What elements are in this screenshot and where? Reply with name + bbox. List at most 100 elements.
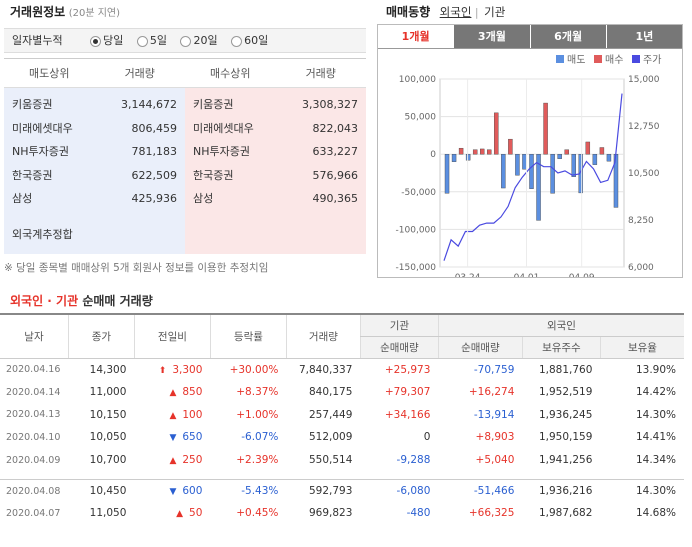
list-item: 미래에셋대우 822,043 [193, 121, 358, 135]
list-item: 삼성 425,936 [12, 192, 177, 205]
estimate-note: ※ 당일 종목별 매매상위 5개 회원사 정보를 이용한 추정치임 [4, 262, 269, 274]
cell-for-ratio: 14.42% [635, 386, 676, 399]
price-line [443, 93, 623, 261]
y-left-tick: 0 [430, 150, 436, 160]
option-today[interactable]: 당일 [90, 34, 123, 47]
x-tick: 04.01 [514, 273, 540, 277]
y-left-tick: -50,000 [401, 188, 436, 198]
radio-icon[interactable] [231, 35, 243, 47]
cell-for-hold: 1,950,159 [538, 431, 593, 444]
cell-close: 10,450 [89, 485, 127, 498]
legend-label: 매수 [605, 54, 623, 66]
header-for-hold: 보유주수 [521, 336, 601, 359]
cell-inst-net: 0 [423, 431, 431, 444]
cell-rate: +1.00% [236, 408, 279, 421]
cell-for-ratio: 14.34% [635, 454, 676, 467]
legend-swatch [556, 55, 564, 63]
option-20day[interactable]: 20일 [180, 34, 218, 47]
cell-for-hold: 1,881,760 [538, 363, 593, 376]
broker-table: 매도상위 거래량 매수상위 거래량 키움증권 3,144,672 미래에셋대우 80… [4, 58, 366, 254]
cell-volume: 512,009 [308, 431, 353, 444]
cell-for-hold: 1,952,519 [538, 386, 593, 399]
chart-bar [444, 153, 450, 194]
chart-bar [599, 147, 605, 155]
cell-change: ⬆ 3,300 [158, 363, 203, 376]
tab-1month[interactable]: 1개월 [378, 25, 454, 48]
foreign-estimate-label: 외국계추정합 [12, 227, 73, 241]
tab-1year[interactable]: 1년 [605, 25, 682, 48]
table-row: 2020.04.09 10,700 ▲ 250 +2.39% 550,514 -9,288 +… [0, 449, 684, 472]
x-tick: 04.09 [569, 273, 595, 277]
table-row: 2020.04.14 11,000 ▲ 850 +8.37% 840,175 +79,307… [0, 381, 684, 404]
radio-icon[interactable] [136, 35, 148, 47]
arrow-up-icon: ▲ [169, 456, 177, 467]
period-tabs: 1개월 3개월 6개월 1년 [378, 25, 682, 49]
tab-institution[interactable]: 기관 [484, 5, 506, 19]
header-change: 전일비 [133, 313, 211, 359]
cell-for-hold: 1,987,682 [538, 507, 593, 520]
buy-column: 키움증권 3,308,327 미래에셋대우 822,043 NH투자증권 633,22… [185, 88, 366, 254]
y-left-tick: 50,000 [405, 113, 437, 123]
x-tick: 03.24 [455, 273, 481, 277]
broker-subtitle: (20분 지연) [68, 8, 121, 19]
cell-volume: 969,823 [308, 507, 353, 520]
option-5day[interactable]: 5일 [136, 34, 167, 47]
header-sell-top: 매도상위 [29, 67, 70, 80]
list-item: 한국증권 576,966 [193, 168, 358, 182]
chart-bar [592, 153, 598, 165]
arrow-up-icon: ▲ [176, 509, 184, 520]
broker-title: 거래원정보 [10, 5, 66, 19]
trade-chart-box: 1개월 3개월 6개월 1년 100,000 50,000 0 -50,000 -100… [377, 24, 683, 278]
cell-change: ▲ 850 [169, 386, 203, 399]
cell-rate: +0.45% [236, 507, 279, 520]
legend-label: 주가 [643, 54, 661, 66]
list-item: NH투자증권 781,183 [12, 145, 177, 158]
header-close: 종가 [67, 313, 135, 359]
radio-icon[interactable] [180, 35, 192, 47]
chart-bar [550, 153, 555, 194]
tab-3month[interactable]: 3개월 [453, 25, 530, 48]
chart-bar [571, 153, 576, 177]
cell-inst-net: -9,288 [396, 454, 431, 467]
y-right-tick: 10,500 [628, 169, 660, 179]
cell-for-ratio: 13.90% [635, 363, 676, 376]
cell-for-hold: 1,936,245 [538, 408, 593, 421]
sell-column: 키움증권 3,144,672 미래에셋대우 806,459 NH투자증권 781,18… [4, 88, 185, 254]
chart-bar [508, 138, 513, 155]
cell-close: 11,050 [89, 507, 127, 520]
cell-volume: 550,514 [308, 454, 353, 467]
cell-volume: 257,449 [308, 408, 353, 421]
chart-bar [472, 149, 478, 155]
cell-change: ▼ 600 [169, 485, 203, 498]
tab-foreign[interactable]: 외국인 [439, 5, 472, 19]
cell-for-net: -51,466 [473, 485, 515, 498]
cell-close: 10,150 [89, 408, 127, 421]
cell-for-hold: 1,941,256 [538, 454, 593, 467]
list-item: 키움증권 3,144,672 [12, 98, 177, 111]
cell-close: 10,700 [89, 454, 127, 467]
header-foreign: 외국인 [437, 313, 684, 337]
cell-inst-net: -480 [406, 507, 431, 520]
chart-bar [522, 153, 527, 170]
radio-icon[interactable] [90, 35, 102, 47]
arrow-down-icon: ▼ [169, 433, 177, 444]
chart-bar [487, 149, 492, 155]
cell-change: ▲ 250 [169, 454, 203, 467]
chart-bar [479, 148, 485, 155]
arrow-up-icon: ▲ [169, 410, 177, 421]
option-60day[interactable]: 60일 [231, 34, 268, 47]
header-for-ratio: 보유율 [599, 336, 684, 359]
header-buy-top: 매수상위 [210, 67, 251, 80]
tab-6month[interactable]: 6개월 [529, 25, 606, 48]
period-label: 일자별누적 [12, 34, 63, 47]
chart-bar [536, 153, 541, 221]
cell-date: 2020.04.14 [6, 386, 61, 398]
chart-bar [543, 102, 548, 155]
cell-volume: 592,793 [308, 485, 353, 498]
cell-for-ratio: 14.30% [635, 485, 676, 498]
legend-label: 매도 [567, 54, 585, 66]
chart-bar [451, 153, 457, 162]
header-inst-net: 순매매량 [359, 336, 439, 359]
cell-inst-net: +25,973 [384, 363, 431, 376]
header-for-net: 순매매량 [437, 336, 523, 359]
